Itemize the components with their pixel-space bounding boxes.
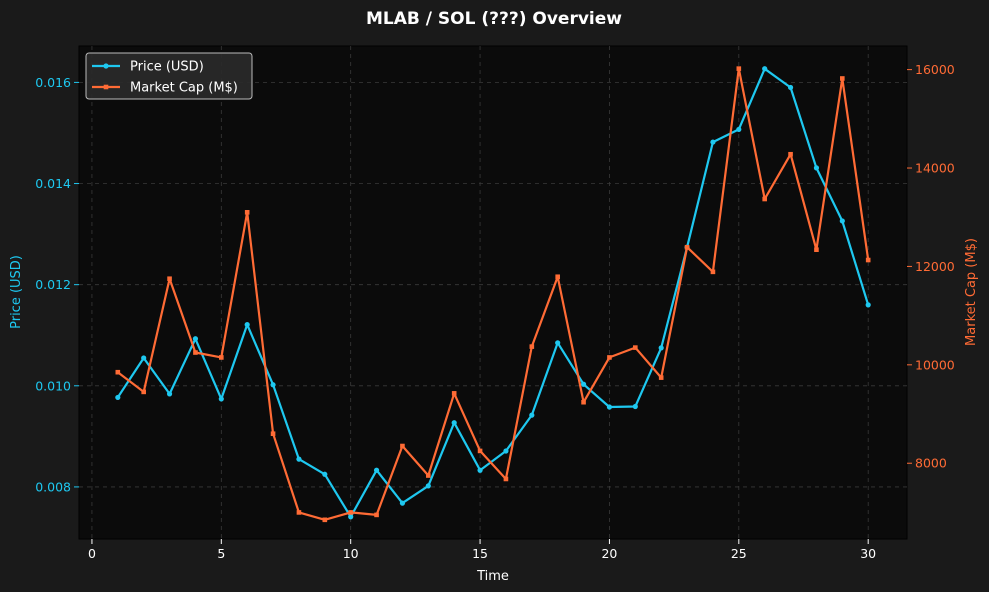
market-cap-point (400, 443, 405, 449)
market-cap-point (633, 345, 638, 350)
market-cap-point (374, 512, 379, 518)
y-left-tick-label: 0.008 (35, 479, 71, 494)
market-cap-point (451, 391, 457, 396)
market-cap-point (814, 247, 819, 252)
legend-label-price: Price (USD) (130, 60, 204, 75)
price-point (477, 467, 483, 473)
y-right-tick-label: 16000 (915, 62, 955, 77)
market-cap-point (167, 276, 172, 282)
x-axis-label: Time (476, 569, 509, 584)
x-tick-label: 25 (731, 546, 747, 561)
market-cap-point (426, 473, 431, 478)
price-point (503, 448, 509, 454)
x-tick-label: 20 (601, 546, 617, 561)
x-tick-label: 0 (88, 546, 96, 561)
market-cap-point (503, 476, 509, 482)
market-cap-point (529, 344, 535, 349)
price-point (348, 514, 354, 520)
legend: Price (USD) Market Cap (M$) (85, 52, 253, 100)
axes: 0 5 10 15 20 25 30 0.008 0.010 0.012 0.014 0.016 800… (35, 62, 955, 561)
price-point (839, 218, 845, 224)
market-cap-point (840, 76, 845, 81)
price-point (710, 139, 716, 145)
price-point (141, 355, 147, 361)
y-left-tick-label: 0.012 (35, 277, 71, 292)
market-cap-point (762, 196, 767, 202)
market-cap-point (581, 399, 586, 405)
price-point (736, 126, 742, 133)
price-line (116, 67, 870, 518)
plot-area (78, 45, 908, 540)
chart-title: MLAB / SOL (???) Overview (366, 9, 622, 29)
x-tick-label: 10 (343, 546, 359, 561)
price-point (373, 467, 380, 473)
y-left-tick-label: 0.010 (35, 378, 71, 393)
price-point (865, 302, 871, 308)
price-point (115, 394, 121, 401)
price-point (322, 471, 328, 477)
legend-label-market-cap: Market Cap (M$) (130, 81, 238, 96)
price-point (658, 345, 664, 351)
y-axis-label-right: Market Cap (M$) (964, 238, 979, 346)
y-left-tick-label: 0.014 (35, 176, 71, 191)
market-cap-point (736, 66, 742, 71)
y-right-tick-label: 14000 (915, 161, 955, 176)
x-tick-label: 15 (472, 546, 488, 561)
market-cap-line (117, 67, 870, 521)
market-cap-point (115, 369, 121, 375)
market-cap-point (193, 350, 198, 355)
price-point (580, 381, 587, 387)
market-cap-point (865, 257, 871, 263)
market-cap-point (270, 431, 276, 437)
y-right-tick-label: 8000 (915, 456, 947, 471)
price-point (296, 456, 302, 462)
market-cap-point (219, 355, 224, 360)
market-cap-point (141, 389, 146, 395)
x-tick-label: 5 (217, 546, 225, 561)
legend-marker-price (103, 63, 109, 69)
market-cap-point (296, 510, 302, 515)
price-point (813, 165, 820, 171)
y-right-tick-label: 10000 (915, 357, 955, 372)
price-point (192, 336, 199, 342)
price-point (244, 322, 250, 328)
price-point (555, 340, 561, 346)
price-point (632, 403, 638, 410)
market-cap-point (710, 269, 716, 275)
market-cap-point (788, 151, 793, 157)
market-cap-point (555, 274, 560, 280)
y-axis-label-left: Price (USD) (9, 255, 24, 329)
market-cap-point (244, 210, 250, 215)
price-point (399, 500, 406, 506)
price-point (529, 412, 535, 418)
market-cap-point (322, 517, 328, 523)
price-point (425, 483, 431, 489)
market-cap-point (477, 448, 483, 454)
legend-marker-market-cap (103, 84, 109, 90)
y-right-tick-label: 12000 (915, 259, 955, 274)
price-point (451, 420, 457, 426)
market-cap-point (658, 375, 664, 380)
price-point (218, 396, 224, 402)
y-left-tick-label: 0.016 (35, 75, 71, 90)
price-point (166, 391, 173, 397)
price-point (606, 404, 613, 410)
price-point (762, 66, 768, 72)
price-point (270, 382, 276, 388)
x-tick-label: 30 (860, 546, 876, 561)
price-point (787, 84, 794, 91)
market-cap-point (348, 510, 353, 515)
series-layer (115, 66, 871, 523)
market-cap-point (684, 244, 690, 250)
legend-box (85, 52, 253, 100)
market-cap-point (607, 355, 612, 360)
